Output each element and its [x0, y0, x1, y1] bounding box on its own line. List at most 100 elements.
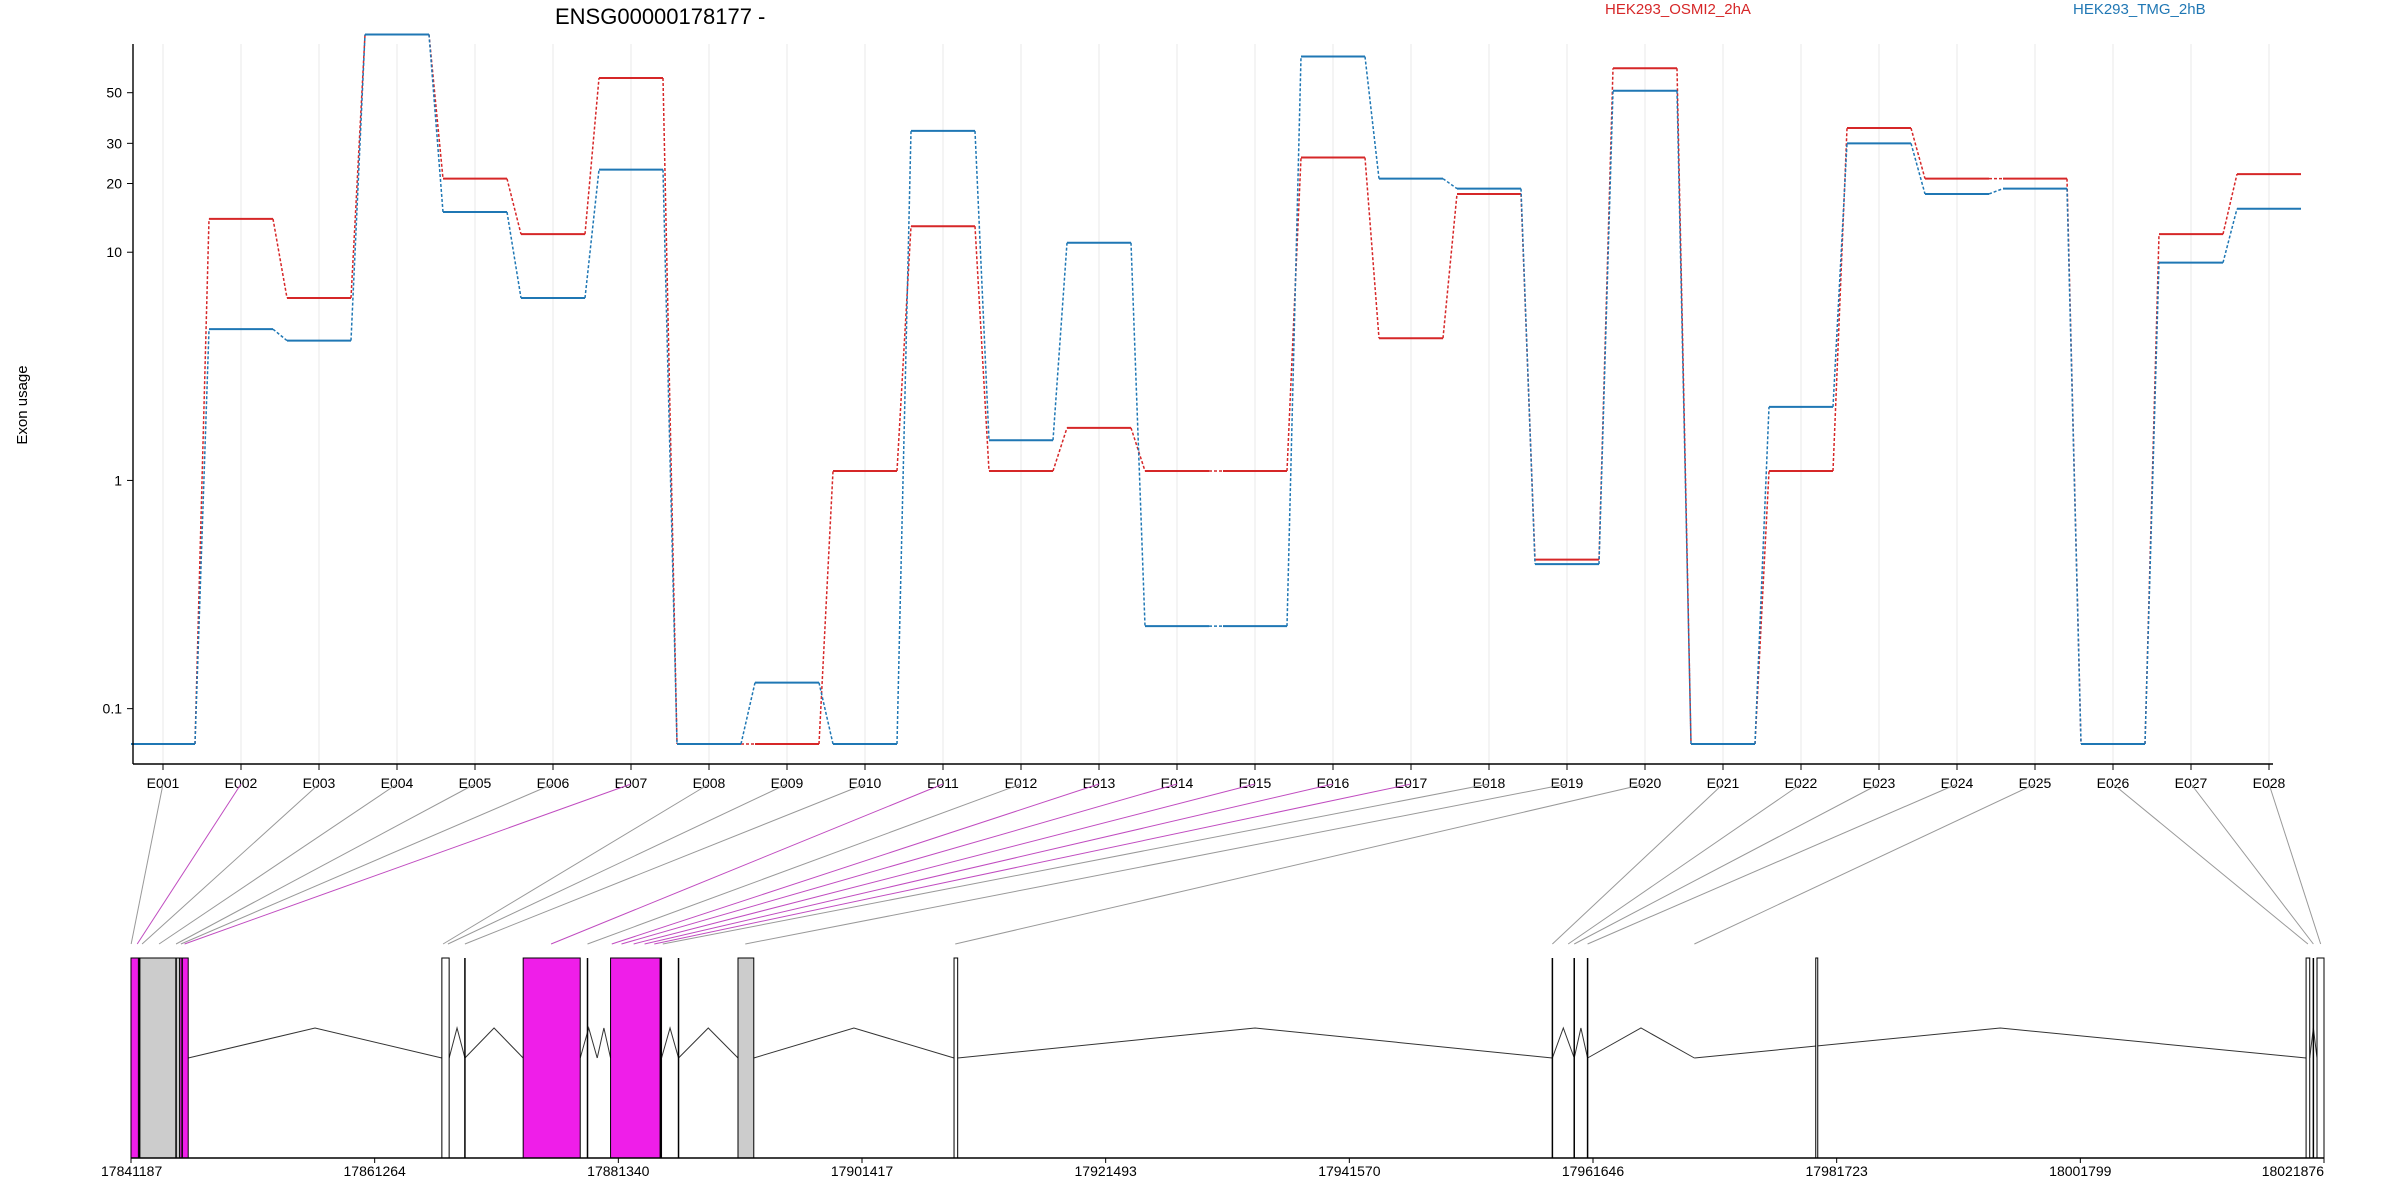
exon-link-E027 [2190, 783, 2314, 945]
intron [188, 1027, 442, 1059]
exon-link-E026 [2112, 783, 2309, 945]
series-1-connector [194, 218, 210, 745]
exon-block [441, 957, 450, 1159]
intron [1551, 1026, 1575, 1059]
vertical-gridlines [162, 44, 2270, 764]
series-1-connector [350, 34, 366, 299]
series-1-connector [2222, 173, 2238, 235]
x-tick-label: E023 [1863, 775, 1896, 791]
exon-link-E011 [550, 783, 944, 945]
series-2-connector [194, 329, 210, 745]
x-tick-label: E022 [1785, 775, 1818, 791]
series-1-connector [584, 77, 600, 235]
x-tick-label: E028 [2253, 775, 2286, 791]
x-tick-label: E019 [1551, 775, 1584, 791]
x-tick-label: E025 [2019, 775, 2052, 791]
genomic-tick-label: 17861264 [344, 1163, 407, 1179]
x-tick-label: E020 [1629, 775, 1662, 791]
intron [1694, 1027, 2307, 1059]
y-tick-label: 20 [106, 176, 122, 192]
y-ticks: 0.1 1 10 20 30 50 [103, 85, 133, 717]
exon-block [953, 957, 959, 1159]
genomic-tick-label: 17961646 [1562, 1163, 1625, 1179]
exon-link-E001 [130, 783, 164, 945]
intron [753, 1027, 955, 1059]
exon-block [130, 957, 139, 1159]
series-2-connector [2144, 262, 2160, 745]
exon-link-E015 [633, 783, 1256, 945]
intron [1587, 1027, 1695, 1059]
series-2-connector [1598, 90, 1614, 565]
series-1-connector [1364, 157, 1380, 339]
y-tick-label: 0.1 [103, 701, 123, 717]
x-tick-label: E027 [2175, 775, 2208, 791]
series-2-connector [506, 211, 522, 299]
y-tick-label: 1 [114, 472, 122, 488]
series-2-connector [2066, 188, 2082, 745]
series-2-connector [1286, 56, 1302, 627]
series-1 [131, 33, 2301, 745]
series-2-connector [818, 682, 834, 745]
series-2-connector [1988, 187, 2004, 195]
series-2 [131, 33, 2301, 745]
x-ticks: E001 E002 E003 E004 E005 E006 E007 E008 E009 E010… [147, 764, 2286, 791]
intron [957, 1027, 1553, 1059]
series-2-connector [1910, 143, 1926, 195]
series-1-connector [1442, 193, 1458, 339]
genomic-tick-label: 17921493 [1075, 1163, 1138, 1179]
exon-block [137, 957, 181, 1159]
intron [596, 1027, 612, 1059]
y-tick-label: 30 [106, 135, 122, 151]
series-1-connector [506, 178, 522, 235]
y-axis-label: Exon usage [14, 365, 31, 444]
exon-link-E021 [1552, 783, 1724, 945]
exon-link-E009 [447, 783, 788, 945]
series-2-connector [896, 130, 912, 745]
legend-series-1: HEK293_OSMI2_2hA [1605, 1, 1751, 18]
genomic-tick-label: 18001799 [2049, 1163, 2112, 1179]
series-2-connector [740, 682, 756, 745]
series-1-connector [1910, 127, 1926, 179]
exon-link-E018 [662, 783, 1490, 945]
exon-link-E023 [1573, 783, 1880, 945]
x-tick-label: E021 [1707, 775, 1740, 791]
genomic-tick-label: 17841187 [101, 1163, 162, 1179]
exon-link-E006 [180, 783, 554, 945]
exon-link-E024 [1587, 783, 1958, 945]
plot-axes [132, 44, 2273, 765]
series-2-connector [350, 34, 366, 341]
x-tick-label: E017 [1395, 775, 1428, 791]
exon-link-E005 [175, 783, 476, 945]
exon-link-E008 [442, 783, 710, 945]
x-tick-label: E008 [693, 775, 726, 791]
legend-series-2: HEK293_TMG_2hB [2073, 1, 2206, 18]
exon-block [737, 957, 755, 1159]
exon-link-E010 [464, 783, 866, 945]
x-tick-label: E009 [771, 775, 804, 791]
exon-block [179, 957, 189, 1159]
series-2-connector [1130, 242, 1146, 627]
genomic-tick-label: 17981723 [1806, 1163, 1869, 1179]
series-2-connector [1364, 56, 1380, 179]
x-tick-label: E018 [1473, 775, 1506, 791]
exon-link-E003 [141, 783, 320, 945]
x-tick-label: E026 [2097, 775, 2130, 791]
exon-link-E017 [654, 783, 1412, 945]
series-2-connector [662, 169, 678, 745]
exon-block [522, 957, 581, 1159]
x-tick-label: E003 [303, 775, 336, 791]
series-2-connector [1832, 143, 1848, 407]
x-tick-label: E013 [1083, 775, 1116, 791]
series-1-connector [662, 77, 678, 745]
exon-link-E025 [1694, 783, 2036, 945]
exon-block [610, 957, 663, 1159]
chart-title: ENSG00000178177 - [555, 4, 765, 29]
genomic-tick-label: 17901417 [831, 1163, 894, 1179]
exon-link-E014 [621, 783, 1178, 945]
exon-block [2305, 957, 2311, 1159]
intron [448, 1026, 466, 1059]
genomic-tick-label: 17941570 [1318, 1163, 1381, 1179]
series-1-connector [896, 226, 912, 472]
series-1-connector [272, 218, 288, 299]
